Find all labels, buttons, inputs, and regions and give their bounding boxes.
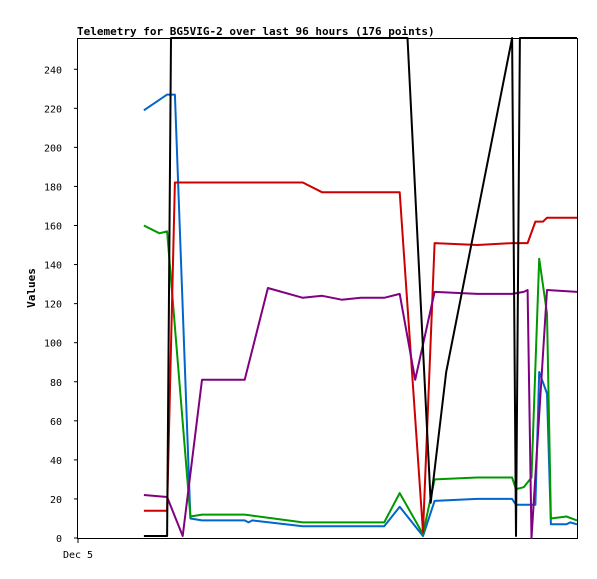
series-line-2: [143, 181, 577, 534]
series-line-0: [143, 93, 578, 537]
y-tick-label: 60: [50, 417, 62, 428]
y-tick-label: 220: [44, 104, 62, 115]
x-tick-label: Dec 5: [63, 550, 93, 561]
y-tick-label: 80: [50, 378, 62, 389]
series-line-4: [143, 37, 577, 537]
y-tick-label: 20: [50, 495, 62, 506]
y-tick-label: 0: [56, 534, 62, 545]
y-tick-label: 200: [44, 143, 62, 154]
x-axis: Dec 5: [63, 538, 93, 561]
y-axis: 0 20 40 60 80 100 120 140 160 180 200 220 240: [44, 65, 78, 545]
y-tick-label: 140: [44, 261, 62, 272]
y-tick-label: 120: [44, 300, 62, 311]
chart-title: Telemetry for BG5VIG-2 over last 96 hour…: [77, 25, 435, 38]
y-tick-label: 40: [50, 456, 62, 467]
plot-frame: [77, 38, 578, 539]
series-line-3: [143, 287, 578, 539]
y-tick-label: 160: [44, 222, 62, 233]
y-tick-label: 180: [44, 182, 62, 193]
series-layer: [143, 37, 578, 539]
y-tick-label: 240: [44, 65, 62, 76]
series-line-1: [143, 224, 578, 536]
y-axis-label: Values: [25, 268, 38, 308]
y-tick-label: 100: [44, 339, 62, 350]
